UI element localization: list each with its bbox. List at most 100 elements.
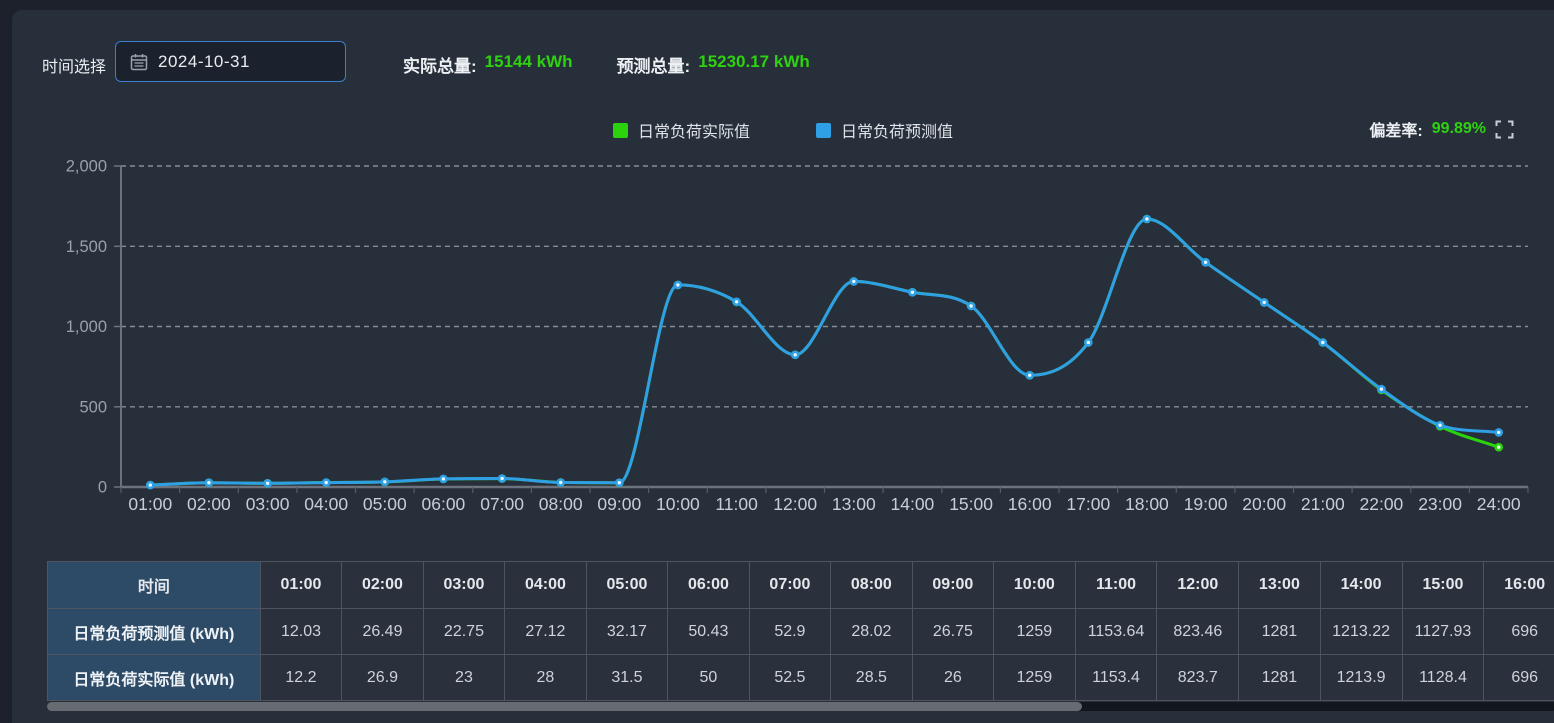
table-cell: 1128.4 — [1401, 654, 1485, 701]
svg-text:20:00: 20:00 — [1242, 494, 1286, 514]
legend-swatch-forecast — [816, 122, 831, 138]
table-header-cell: 02:00 — [341, 561, 424, 609]
date-value: 2024-10-31 — [158, 51, 250, 71]
deviation-value: 99.89% — [1431, 120, 1486, 137]
table-cell: 1281 — [1238, 608, 1321, 655]
table-row-header: 日常负荷预测值 (kWh) — [47, 608, 261, 655]
table-cell: 27.12 — [504, 608, 587, 655]
table-row: 日常负荷预测值 (kWh) 12.03 26.49 22.75 27.12 32.17 50… — [47, 608, 1554, 655]
table-header-cell: 16:00 — [1483, 561, 1554, 609]
actual-total-value: 15144 kWh — [484, 52, 573, 71]
y-axis-labels: 0 500 1,000 1,500 2,000 — [66, 158, 107, 497]
svg-text:13:00: 13:00 — [832, 494, 876, 514]
svg-text:09:00: 09:00 — [597, 494, 641, 514]
table-header-cell: 05:00 — [585, 561, 669, 609]
table-cell: 26.9 — [341, 654, 424, 701]
table-cell: 52.9 — [748, 608, 832, 655]
table-scrollbar-track[interactable] — [47, 702, 1554, 711]
series-forecast-line — [148, 217, 1501, 487]
svg-text:0: 0 — [98, 479, 107, 497]
svg-text:05:00: 05:00 — [363, 494, 407, 514]
svg-text:03:00: 03:00 — [246, 494, 290, 514]
y-gridlines — [121, 165, 1528, 408]
legend-item-forecast[interactable]: 日常负荷预测值 — [816, 118, 953, 142]
table-cell: 1127.93 — [1401, 608, 1485, 655]
table-cell: 28.02 — [830, 608, 913, 655]
table-cell: 12.2 — [259, 654, 343, 701]
svg-text:15:00: 15:00 — [949, 494, 993, 514]
svg-text:01:00: 01:00 — [128, 494, 172, 514]
chart-legend: 日常负荷实际值 日常负荷预测值 — [12, 118, 1554, 142]
actual-total-label: 实际总量: — [403, 57, 477, 76]
table-cell: 1213.9 — [1319, 654, 1403, 701]
table-cell: 52.5 — [748, 654, 832, 701]
calendar-icon — [130, 53, 148, 70]
svg-text:02:00: 02:00 — [187, 494, 231, 514]
forecast-total-value: 15230.17 kWh — [698, 52, 810, 71]
table-cell: 28 — [504, 654, 587, 701]
series-actual-line — [148, 217, 1501, 487]
forecast-total: 预测总量: 15230.17 kWh — [617, 52, 810, 77]
table-header-cell: 10:00 — [993, 561, 1076, 609]
table-cell: 31.5 — [585, 654, 669, 701]
table-header-cell: 14:00 — [1319, 561, 1403, 609]
table-cell: 32.17 — [585, 608, 669, 655]
main-panel: 时间选择 2024-10-31 实际总量: 15144 kWh 预测总量: 15… — [12, 10, 1554, 723]
table-cell: 26 — [911, 654, 995, 701]
fullscreen-icon[interactable] — [1495, 120, 1514, 139]
svg-text:11:00: 11:00 — [715, 494, 758, 514]
table-header-cell: 01:00 — [259, 561, 343, 609]
series-actual-markers[interactable] — [146, 214, 1503, 490]
table-cell: 22.75 — [422, 608, 506, 655]
actual-total: 实际总量: 15144 kWh — [403, 52, 573, 77]
svg-text:10:00: 10:00 — [656, 494, 700, 514]
table-header-cell: 12:00 — [1156, 561, 1240, 609]
svg-text:17:00: 17:00 — [1066, 494, 1110, 514]
table-cell: 50 — [667, 654, 750, 701]
table-cell: 1259 — [993, 654, 1076, 701]
axes — [114, 165, 1529, 493]
data-table: 时间 01:00 02:00 03:00 04:00 05:00 06:00 07:00 08:… — [47, 561, 1554, 701]
date-picker[interactable]: 2024-10-31 — [115, 41, 346, 82]
svg-text:12:00: 12:00 — [773, 494, 817, 514]
load-values-table: 时间 01:00 02:00 03:00 04:00 05:00 06:00 07:00 08:… — [47, 561, 1554, 701]
table-corner-header: 时间 — [47, 561, 261, 609]
table-cell: 696 — [1483, 654, 1554, 701]
svg-text:1,500: 1,500 — [66, 238, 107, 256]
forecast-total-label: 预测总量: — [616, 57, 691, 76]
svg-text:04:00: 04:00 — [304, 494, 348, 514]
table-row-header: 日常负荷实际值 (kWh) — [47, 654, 261, 701]
table-header-cell: 07:00 — [748, 561, 832, 609]
table-cell: 696 — [1483, 608, 1554, 655]
table-cell: 1213.22 — [1319, 608, 1403, 655]
series-forecast-markers[interactable] — [146, 214, 1503, 490]
table-header-cell: 06:00 — [667, 561, 750, 609]
legend-label-actual: 日常负荷实际值 — [637, 124, 750, 141]
table-header-cell: 09:00 — [911, 561, 995, 609]
table-row: 日常负荷实际值 (kWh) 12.2 26.9 23 28 31.5 50 52.5 28.5 2… — [47, 654, 1554, 701]
table-cell: 26.75 — [911, 608, 995, 655]
svg-text:19:00: 19:00 — [1184, 494, 1228, 514]
svg-text:24:00: 24:00 — [1477, 494, 1521, 514]
time-select-label: 时间选择 — [42, 59, 107, 76]
legend-label-forecast: 日常负荷预测值 — [841, 124, 954, 141]
table-header-cell: 04:00 — [504, 561, 587, 609]
svg-text:18:00: 18:00 — [1125, 494, 1169, 514]
table-cell: 823.46 — [1156, 608, 1240, 655]
table-header-cell: 03:00 — [422, 561, 506, 609]
table-cell: 1281 — [1238, 654, 1321, 701]
table-cell: 1153.64 — [1074, 608, 1158, 655]
top-bar: 时间选择 2024-10-31 实际总量: 15144 kWh 预测总量: 15… — [12, 10, 1554, 98]
legend-item-actual[interactable]: 日常负荷实际值 — [612, 118, 750, 142]
legend-swatch-actual — [612, 122, 628, 138]
table-cell: 823.7 — [1156, 654, 1240, 701]
table-scrollbar-thumb[interactable] — [47, 702, 1082, 711]
table-cell: 50.43 — [667, 608, 750, 655]
totals: 实际总量: 15144 kWh 预测总量: 15230.17 kWh — [403, 52, 810, 77]
table-header-cell: 08:00 — [830, 561, 913, 609]
table-header-cell: 15:00 — [1401, 561, 1485, 609]
table-cell: 12.03 — [259, 608, 343, 655]
svg-text:22:00: 22:00 — [1360, 494, 1404, 514]
